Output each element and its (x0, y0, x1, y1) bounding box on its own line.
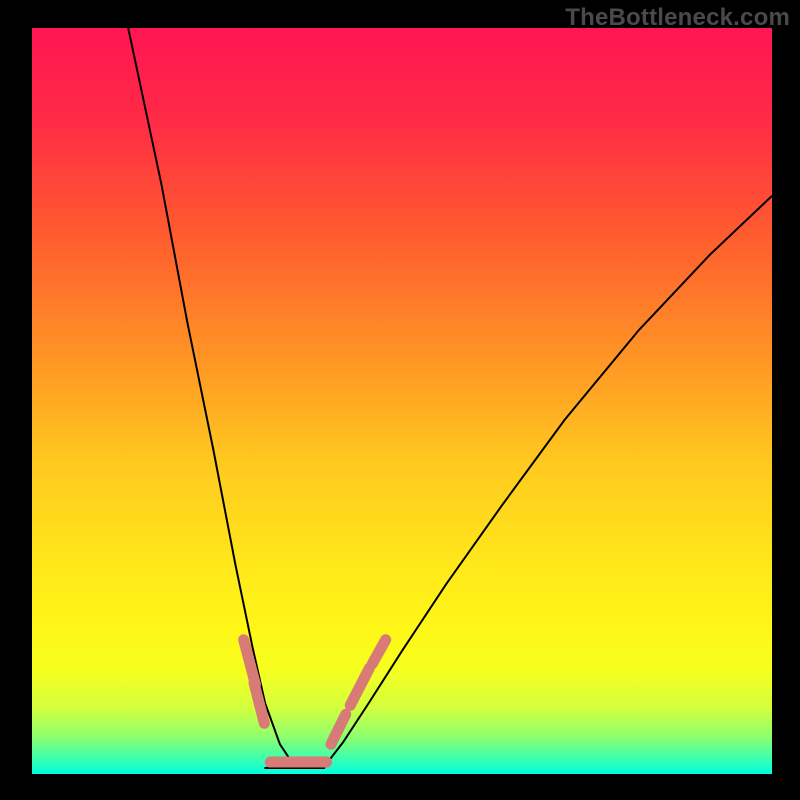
chart-root: TheBottleneck.com (0, 0, 800, 800)
heat-gradient (32, 28, 772, 774)
chart-svg (0, 0, 800, 800)
watermark-text: TheBottleneck.com (565, 4, 790, 32)
